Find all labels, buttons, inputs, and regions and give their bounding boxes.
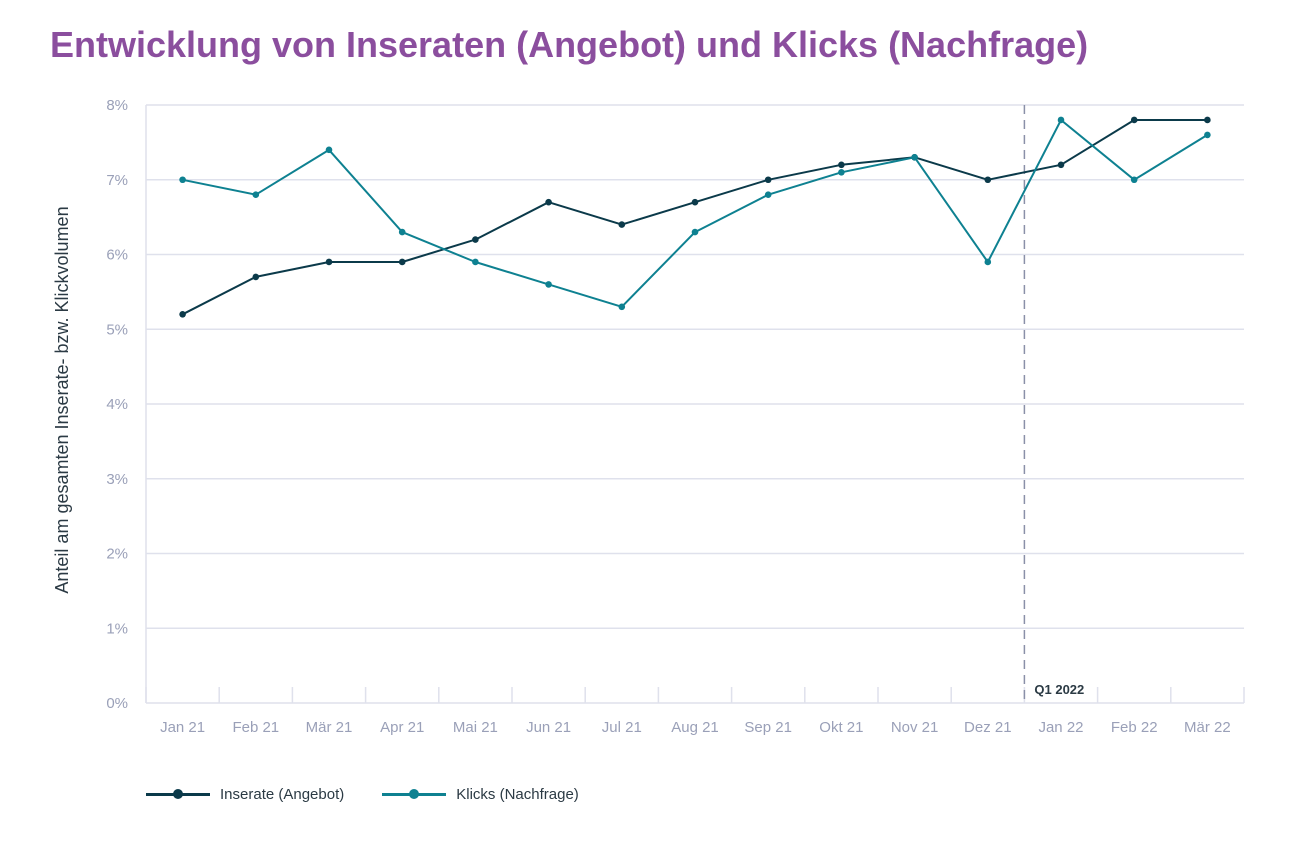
series-line: [182, 119, 1208, 308]
legend-label-inserate: Inserate (Angebot): [220, 785, 345, 803]
data-point: [252, 191, 260, 198]
x-tick-label: Jun 21: [526, 719, 571, 736]
y-tick-label: 0%: [106, 695, 128, 712]
y-tick-label: 3%: [106, 471, 128, 488]
data-point: [545, 281, 552, 288]
series-inserate: [179, 116, 1211, 318]
data-point: [179, 311, 186, 318]
legend-label-klicks: Klicks (Nachfrage): [456, 785, 579, 803]
x-tick-label: Aug 21: [671, 719, 719, 736]
data-point: [1130, 176, 1138, 184]
x-tick-label: Mär 21: [306, 719, 353, 736]
x-tick-label: Jan 21: [160, 719, 205, 736]
data-point: [764, 191, 772, 198]
data-point: [179, 176, 186, 184]
data-point: [691, 198, 699, 206]
data-point: [545, 198, 552, 206]
x-tick-label: Apr 21: [380, 719, 424, 736]
y-tick-label: 5%: [106, 321, 128, 338]
legend: Inserate (Angebot) Klicks (Nachfrage): [146, 784, 579, 804]
y-axis-label: Anteil am gesamten Inserate- bzw. Klickv…: [52, 206, 72, 593]
x-axis: Jan 21 Feb 21 Mär 21 Apr 21 Mai 21 Jun 21 Jul …: [145, 105, 1245, 736]
data-point: [325, 146, 333, 154]
data-point: [1204, 131, 1211, 139]
data-point: [472, 258, 479, 266]
x-tick-label: Feb 21: [232, 719, 279, 736]
y-tick-label: 8%: [106, 97, 128, 114]
series-line: [182, 119, 1208, 316]
data-point: [252, 273, 260, 281]
x-tick-label: Sep 21: [744, 719, 792, 736]
legend-swatch-klicks: [382, 784, 447, 804]
series-klicks: [179, 116, 1211, 311]
y-tick-label: 7%: [106, 172, 128, 189]
y-axis-ticks: 0% 1% 2% 3% 4% 5% 6% 7% 8%: [106, 97, 128, 712]
y-tick-label: 2%: [106, 546, 128, 563]
data-point: [1204, 116, 1211, 124]
data-point: [472, 236, 479, 243]
legend-item-klicks[interactable]: Klicks (Nachfrage): [382, 784, 579, 804]
data-point: [398, 258, 406, 266]
x-tick-label: Jul 21: [602, 719, 642, 736]
data-point: [838, 161, 845, 169]
x-tick-label: Mai 21: [453, 719, 498, 736]
data-point: [398, 228, 406, 236]
x-tick-label: Jan 22: [1038, 719, 1083, 736]
chart-title: Entwicklung von Inseraten (Angebot) und …: [50, 24, 1089, 65]
data-point: [764, 176, 772, 184]
annotation-label: Q1 2022: [1034, 682, 1084, 697]
legend-item-inserate[interactable]: Inserate (Angebot): [146, 784, 344, 804]
data-point: [911, 154, 918, 161]
data-point: [618, 303, 626, 311]
x-tick-label: Nov 21: [891, 719, 939, 736]
series-lines: [179, 116, 1211, 318]
x-tick-label: Okt 21: [819, 719, 863, 736]
q1-2022-annotation: Q1 2022: [1023, 105, 1084, 703]
x-tick-label: Dez 21: [964, 719, 1012, 736]
data-point: [838, 168, 845, 176]
data-point: [1130, 116, 1138, 124]
data-point: [984, 176, 992, 184]
data-point: [1057, 161, 1065, 169]
x-tick-label: Mär 22: [1184, 719, 1231, 736]
data-point: [1057, 116, 1065, 124]
y-tick-label: 4%: [106, 396, 128, 413]
y-tick-label: 1%: [106, 620, 128, 637]
data-point: [984, 258, 992, 266]
x-tick-label: Feb 22: [1111, 719, 1158, 736]
data-point: [325, 258, 333, 266]
gridlines: [146, 104, 1244, 704]
y-tick-label: 6%: [106, 247, 128, 264]
data-point: [618, 221, 626, 228]
data-point: [691, 228, 699, 236]
legend-swatch-inserate: [146, 784, 210, 804]
